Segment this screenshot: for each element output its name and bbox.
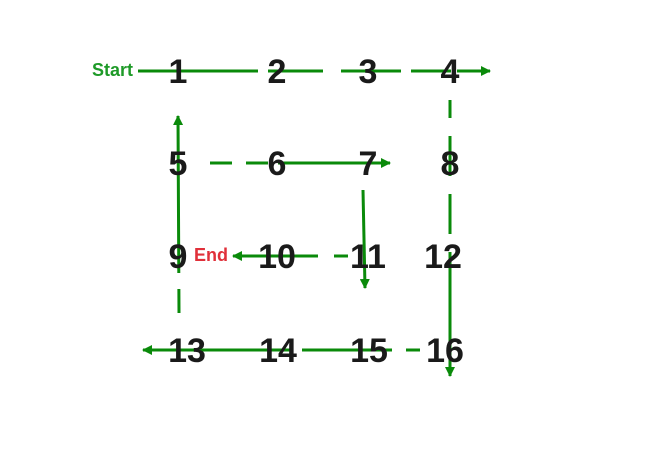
grid-cell: 9 <box>169 238 188 276</box>
grid-cell: 4 <box>441 53 460 91</box>
grid-cell: 1 <box>169 53 188 91</box>
grid-cell: 8 <box>441 145 460 183</box>
grid-cell: 6 <box>268 145 287 183</box>
grid-cell: 14 <box>259 332 297 370</box>
path-segment-inner-column <box>359 189 370 289</box>
grid-cell: 3 <box>359 53 378 91</box>
grid-cell: 2 <box>268 53 287 91</box>
grid-cell: 5 <box>169 145 188 183</box>
grid-cell: 7 <box>359 145 378 183</box>
grid-cell: 16 <box>426 332 464 370</box>
start-label: Start <box>92 60 133 80</box>
grid-cell: 13 <box>168 332 206 370</box>
grid-cell: 11 <box>350 238 386 276</box>
grid-cell: 10 <box>258 238 296 276</box>
end-label: End <box>194 245 228 265</box>
spiral-path <box>138 66 491 377</box>
grid-cell: 15 <box>350 332 388 370</box>
grid-cell: 12 <box>424 238 462 276</box>
path-segment-left-column <box>173 115 184 314</box>
grid-numbers: 1 2 3 4 5 6 7 8 9 10 11 12 13 14 15 16 <box>168 53 464 370</box>
